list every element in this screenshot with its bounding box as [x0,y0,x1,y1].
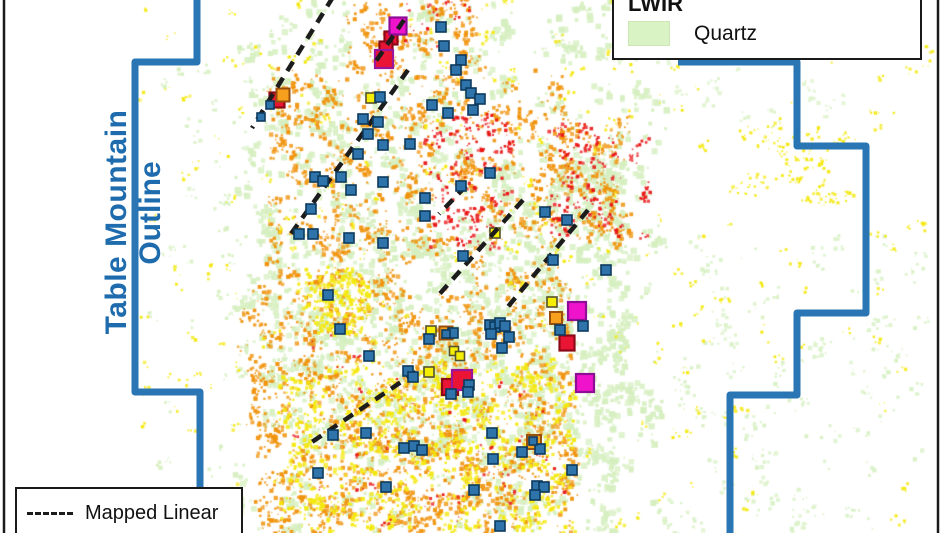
sample-point-marker-blue [435,21,447,33]
sample-point-marker-blue [398,442,410,454]
mapped-linear-dash-line [504,208,590,311]
sample-point-marker-blue [496,342,508,354]
sample-point-marker-blue [416,444,428,456]
sample-point-marker-blue [423,333,435,345]
sample-point-marker-blue [487,453,499,465]
sample-point-marker-blue [494,520,506,532]
sample-point-marker-blue [327,429,339,441]
sample-point-marker-blue [538,481,550,493]
sample-point-marker-blue [442,107,454,119]
sample-point-marker-blue [499,320,511,332]
sample-point-marker-blue [462,386,474,398]
sample-point-marker-blue [317,175,329,187]
sample-point-marker-blue [404,138,416,150]
sample-point-marker-blue [305,203,317,215]
sample-point-marker-blue [455,54,467,66]
mapped-linear-dash-line [250,0,334,130]
mapped-linear-dash-line [372,18,406,66]
sample-point-marker-blue [362,128,374,140]
sample-point-marker-blue [465,87,477,99]
mapped-linear-dash-line [304,370,418,448]
sample-point-marker-blue [293,228,305,240]
sample-point-marker-blue [363,350,375,362]
lwir-legend-row-quartz: Quartz [628,21,920,47]
sample-point-marker-blue [335,171,347,183]
sample-point-marker-blue [307,228,319,240]
mapped-linear-dash-line [434,198,525,300]
lwir-anomaly-marker-red [558,334,576,352]
sample-point-marker-blue [322,289,334,301]
sample-point-marker-blue [334,323,346,335]
quartz-label: Quartz [694,21,758,45]
lwir-anomaly-marker-yellow [454,350,466,362]
sample-point-marker-blue [352,148,364,160]
sample-point-marker-blue [377,176,389,188]
outline-label: Outline [134,161,167,265]
sample-point-marker-blue [484,167,496,179]
sample-point-marker-blue [441,329,451,339]
sample-point-marker-blue [474,93,486,105]
sample-point-marker-blue [503,331,515,343]
sample-point-marker-blue [374,91,386,103]
sample-point-marker-blue [256,112,266,122]
sample-point-marker-blue [547,254,559,266]
sample-point-marker-blue [534,443,546,455]
sample-point-marker-blue [455,180,467,192]
sample-point-marker-blue [372,116,384,128]
sample-point-marker-blue [426,99,438,111]
lwir-anomaly-marker-magenta [574,372,596,394]
lwir-anomaly-marker-orange [549,311,563,325]
sample-point-marker-blue [577,320,589,332]
sample-point-marker-blue [566,464,578,476]
lwir-legend: LWIR Quartz [612,0,922,60]
sample-point-marker-blue [529,489,541,501]
sample-point-marker-blue [528,436,538,446]
sample-point-marker-blue [467,104,479,116]
sample-point-marker-blue [312,467,324,479]
table-mountain-outline-path [678,58,870,533]
table-mountain-label: Table Mountain [100,109,133,335]
sample-point-markers-group [256,21,612,532]
mapped-linears-group [250,0,590,448]
sample-point-marker-blue [438,40,450,52]
sample-point-marker-blue [407,371,419,383]
sample-point-marker-blue [380,481,392,493]
sample-point-marker-blue [343,232,355,244]
sample-point-marker-blue [539,206,551,218]
sample-point-marker-blue [377,237,389,249]
lwir-anomaly-marker-yellow [546,296,558,308]
quartz-swatch [628,21,670,47]
lwir-legend-title: LWIR [628,0,683,16]
sample-point-marker-blue [357,113,369,125]
sample-point-marker-blue [445,388,457,400]
table-mountain-outline-group [131,0,870,533]
sample-point-marker-blue [516,446,528,458]
sample-point-marker-blue [377,139,389,151]
sample-point-marker-blue [419,192,431,204]
lwir-anomaly-marker-orange [275,87,291,103]
mapped-linear-legend: Mapped Linear [15,487,243,533]
sample-point-marker-blue [468,484,480,496]
sample-point-marker-blue [600,264,612,276]
sample-point-marker-blue [561,214,573,226]
sample-point-marker-blue [554,324,566,336]
table-mountain-outline-path [131,0,204,496]
sample-point-marker-blue [345,184,357,196]
sample-point-marker-blue [419,210,431,222]
sample-point-marker-blue [265,100,275,110]
lwir-anomaly-marker-magenta [566,300,588,322]
sample-point-marker-blue [485,328,497,340]
mapped-linear-label: Mapped Linear [85,502,219,524]
sample-point-marker-blue [486,427,498,439]
dashed-line-sample-icon [27,512,73,515]
sample-point-marker-blue [450,64,462,76]
sample-point-marker-blue [457,250,469,262]
lwir-anomaly-marker-yellow [423,366,435,378]
sample-point-marker-blue [360,427,372,439]
